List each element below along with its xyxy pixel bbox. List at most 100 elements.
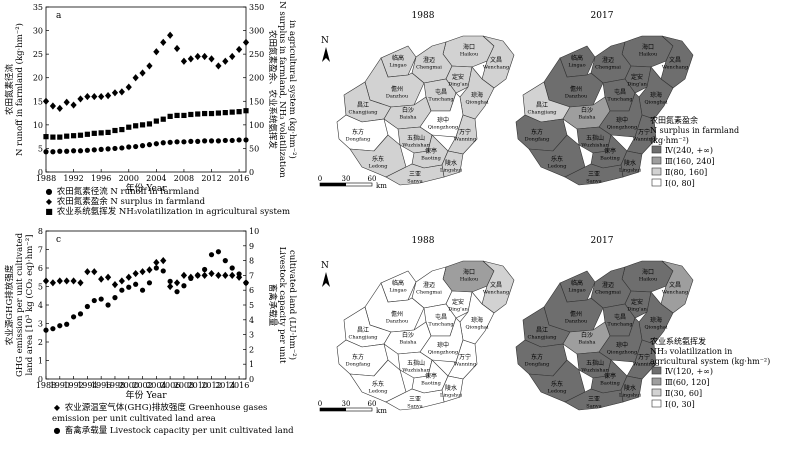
county-name-zh: 万宁 <box>459 128 471 136</box>
x-tick-label: 2004 <box>146 174 166 183</box>
data-point <box>160 257 167 265</box>
square-marker-icon: ■ <box>45 207 53 216</box>
y-right-tick-label: 6 <box>249 286 254 295</box>
county-name-zh: 屯昌 <box>435 313 447 321</box>
county-name-zh: 陵水 <box>624 159 636 167</box>
data-point <box>181 139 187 145</box>
data-point <box>70 314 77 320</box>
county-name-en: Haikou <box>460 52 479 58</box>
legend-swatch <box>651 156 662 165</box>
county-name-en: Wuzhishan <box>581 368 609 374</box>
scale-tick-label: 0 <box>318 400 322 408</box>
north-arrow-icon <box>322 272 330 287</box>
county-name-en: Baisha <box>399 115 416 121</box>
data-point <box>70 277 77 285</box>
county-name-en: Chengmai <box>595 65 621 71</box>
y-left-tick-label: 25 <box>33 50 43 59</box>
x-tick-label: 2008 <box>174 381 194 390</box>
county-name-en: Ledong <box>548 389 568 395</box>
legend-c: ◆ 农业源温室气体(GHG)排放强度 Greenhouse gases emis… <box>52 402 297 437</box>
legend-swatch <box>651 377 662 386</box>
legend-swatch <box>651 399 662 408</box>
map-legend-label: Ⅰ(0, 80] <box>665 179 695 188</box>
x-tick-label: 1992 <box>63 381 83 390</box>
map-legend-title: 农业系统氨挥发 <box>650 336 706 346</box>
county-name-zh: 琼中 <box>616 341 628 349</box>
county-region-ledong <box>349 134 407 178</box>
data-point <box>146 266 153 274</box>
county-name-en: Wanning <box>454 362 477 368</box>
county-name-en: Lingao <box>568 63 585 69</box>
data-point <box>215 249 222 255</box>
county-name-zh: 保亭 <box>604 147 616 155</box>
circle-marker-icon: ● <box>53 426 61 435</box>
data-point <box>84 303 90 310</box>
county-name-en: Lingshui <box>619 393 641 399</box>
x-tick-label: 2016 <box>229 381 249 390</box>
county-region-dingan <box>624 290 652 319</box>
data-point <box>222 258 228 264</box>
county-name-zh: 陵水 <box>445 384 457 392</box>
county-name-en: Lingao <box>389 288 406 294</box>
y-right-tick-label: 3 <box>249 331 254 340</box>
data-point <box>77 148 84 154</box>
data-point <box>98 92 105 101</box>
county-name-en: Changjiang <box>528 110 558 116</box>
y-left-tick-label: 5 <box>38 283 43 292</box>
county-name-en: Baoting <box>600 156 620 162</box>
county-name-zh: 五指山 <box>586 134 604 142</box>
legend-label: 畜禽承载量 Livestock capacity per unit cultiv… <box>64 426 294 436</box>
county-name-zh: 保亭 <box>425 372 437 380</box>
data-point <box>42 277 50 285</box>
data-point <box>119 287 125 293</box>
data-point <box>104 273 112 281</box>
county-name-en: Ledong <box>369 389 389 395</box>
data-point <box>133 143 139 150</box>
data-point <box>243 108 249 114</box>
legend-swatch <box>651 388 662 397</box>
data-point <box>173 279 181 287</box>
county-name-en: Baoting <box>421 156 441 162</box>
county-name-zh: 文昌 <box>669 56 681 64</box>
county-name-en: Ledong <box>369 164 389 170</box>
data-point <box>126 284 132 290</box>
data-point <box>98 296 104 302</box>
data-point <box>63 98 70 106</box>
data-point <box>57 323 63 329</box>
data-point <box>49 279 56 287</box>
map-legend-title: 农田氮素盈余 <box>650 115 698 125</box>
county-name-zh: 临高 <box>571 279 583 287</box>
data-point <box>49 102 56 110</box>
county-region-dingan <box>445 65 473 94</box>
county-name-zh: 三亚 <box>409 171 421 178</box>
county-name-zh: 五指山 <box>407 359 425 367</box>
x-tick-label: 1988 <box>36 174 56 183</box>
county-name-en: Haikou <box>460 277 479 283</box>
map-legend-title: (kg·hm⁻²) <box>650 136 689 145</box>
data-point <box>215 271 222 279</box>
scale-tick-label: 60 <box>368 175 377 183</box>
y-right-tick-label: 0 <box>249 168 254 177</box>
county-name-zh: 昌江 <box>536 327 548 334</box>
data-point <box>98 146 104 152</box>
data-point <box>195 272 201 278</box>
county-name-zh: 乐东 <box>551 380 563 388</box>
county-name-zh: 儋州 <box>391 85 403 93</box>
data-point <box>64 148 70 154</box>
data-point <box>146 280 153 286</box>
y-left-tick-label: 0 <box>38 375 43 384</box>
panel-label: a <box>56 11 62 21</box>
data-point <box>118 277 125 285</box>
x-tick-label: 1994 <box>77 381 97 390</box>
data-point <box>181 112 187 119</box>
county-name-en: Ding'an <box>627 82 647 88</box>
data-point <box>111 89 119 97</box>
county-name-zh: 琼海 <box>650 91 662 99</box>
data-point <box>105 146 111 152</box>
county-name-zh: 海口 <box>642 43 654 51</box>
map-legend-label: Ⅳ(240, +∞) <box>665 146 713 155</box>
county-name-en: Qiongzhong <box>607 125 638 131</box>
county-name-en: Ding'an <box>448 307 468 313</box>
legend-swatch <box>651 167 662 176</box>
